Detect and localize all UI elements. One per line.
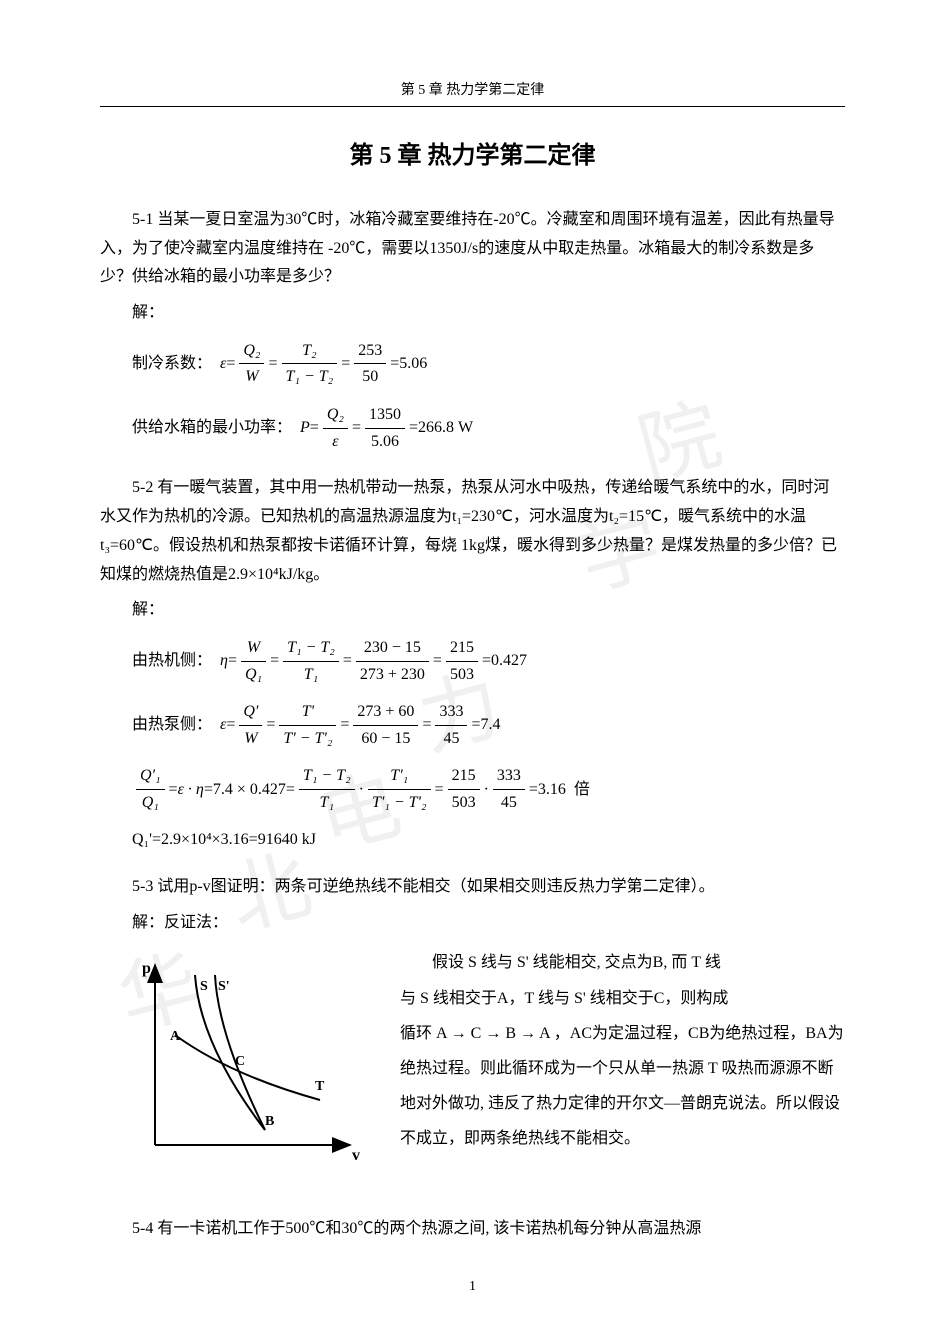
solution-label-5-1: 解： [100, 300, 845, 326]
equals: = [409, 415, 418, 441]
lhs: P [300, 415, 310, 441]
pv-diagram: p v S S' A C B T [100, 945, 380, 1185]
p-axis-label: p [142, 960, 151, 977]
sprime-curve [215, 975, 265, 1130]
formula-5-2-ratio: Q'₁ Q₁ = ε · η = 7.4 × 0.427 = T₁ − T₂ T… [132, 763, 845, 815]
equals: = [390, 351, 399, 377]
problem-5-1-text: 5-1 当某一夏日室温为30℃时，冰箱冷藏室要维持在-20℃。冷藏室和周围环境有… [100, 206, 845, 292]
label-b: B [265, 1114, 274, 1129]
formula-5-1-min-power: 供给水箱的最小功率： P = Q₂ ε = 1350 5.06 = 266.8 … [132, 402, 845, 454]
problem-5-2: 5-2 有一暖气装置，其中用一热机带动一热泵，热泵从河水中吸热，传递给暖气系统中… [100, 474, 845, 853]
result: 266.8 [418, 415, 454, 441]
q1p-result: Q₁'=2.9×10⁴×3.16=91640 kJ [132, 827, 316, 853]
page-header: 第 5 章 热力学第二定律 [100, 80, 845, 107]
equals: = [433, 648, 442, 674]
equals: = [310, 415, 319, 441]
unit: W [458, 415, 473, 441]
equals: = [286, 777, 295, 803]
solution-label-5-3: 解：反证法： [100, 910, 845, 936]
equals: = [482, 648, 491, 674]
frac-t1-t2: T₁ − T₂ T₁ [283, 635, 339, 687]
equals: = [226, 351, 235, 377]
equals: = [226, 712, 235, 738]
equals: = [341, 351, 350, 377]
solution-label-5-2: 解： [100, 597, 845, 623]
equals: = [343, 648, 352, 674]
result: 3.16 [538, 777, 566, 803]
equals: = [270, 648, 279, 674]
proof-text: 假设 S 线与 S' 线能相交, 交点为B, 而 T 线 与 S 线相交于A，T… [380, 945, 845, 1156]
frac-tp: T' T' − T'₂ [279, 699, 336, 751]
frac-q2-eps: Q₂ ε [323, 402, 348, 454]
proof-line-3: 循环 A → C → B → A ，AC为定温过程，CB为绝热过程，BA为绝热过… [400, 1016, 845, 1157]
result: 7.4 [481, 712, 501, 738]
diagram-section: p v S S' A C B T 假设 S 线与 S' 线能相交, 交点为B, … [100, 945, 845, 1185]
problem-5-2-text: 5-2 有一暖气装置，其中用一热机带动一热泵，热泵从河水中吸热，传递给暖气系统中… [100, 474, 845, 589]
frac-tp1: T'₁ T'₁ − T'₂ [368, 763, 431, 815]
equals: = [352, 415, 361, 441]
equals: = [228, 648, 237, 674]
label-s: S [200, 979, 208, 994]
pv-diagram-svg: p v S S' A C B T [100, 945, 380, 1185]
equals: = [268, 351, 277, 377]
formula-5-2-engine: 由热机侧： η = W Q₁ = T₁ − T₂ T₁ = 230 − 15 2… [132, 635, 845, 687]
label-a: A [170, 1029, 181, 1044]
numeric: 7.4 × 0.427 [213, 777, 286, 803]
problem-5-3: 5-3 试用p-v图证明：两条可逆绝热线不能相交（如果相交则违反热力学第二定律）… [100, 873, 845, 1185]
formula-5-1-cooling-coef: 制冷系数： ε = Q₂ W = T₂ T₁ − T₂ = 253 50 = 5… [132, 338, 845, 390]
v-axis-label: v [352, 1147, 360, 1164]
formula-label: 由热泵侧： [132, 712, 212, 738]
unit: 倍 [574, 777, 590, 803]
label-t: T [315, 1079, 325, 1094]
formula-label: 制冷系数： [132, 351, 212, 377]
chapter-title: 第 5 章 热力学第二定律 [100, 137, 845, 175]
frac-253-50: 253 50 [354, 338, 386, 390]
equals: = [529, 777, 538, 803]
formula-label: 由热机侧： [132, 648, 212, 674]
equals: = [340, 712, 349, 738]
label-sprime: S' [218, 979, 230, 994]
formula-5-2-pump: 由热泵侧： ε = Q' W = T' T' − T'₂ = 273 + 60 … [132, 699, 845, 751]
equals: = [169, 777, 178, 803]
frac-333-45: 333 45 [435, 699, 467, 751]
frac-215-503: 215 503 [446, 635, 478, 687]
frac-q1p-q1: Q'₁ Q₁ [136, 763, 165, 815]
eps-eta: ε · η [178, 777, 204, 803]
equals: = [422, 712, 431, 738]
frac-215: 215 503 [448, 763, 480, 815]
equals: = [435, 777, 444, 803]
frac-qp-w: Q' W [239, 699, 262, 751]
result: 0.427 [491, 648, 527, 674]
problem-5-1: 5-1 当某一夏日室温为30℃时，冰箱冷藏室要维持在-20℃。冷藏室和周围环境有… [100, 206, 845, 454]
frac-273-60: 273 + 60 60 − 15 [353, 699, 418, 751]
lhs: η [220, 648, 228, 674]
frac-t1t2-t1: T₁ − T₂ T₁ [299, 763, 355, 815]
dot: · [359, 777, 364, 803]
result: 5.06 [399, 351, 427, 377]
equals: = [471, 712, 480, 738]
problem-5-3-text: 5-3 试用p-v图证明：两条可逆绝热线不能相交（如果相交则违反热力学第二定律）… [100, 873, 845, 902]
proof-line-1: 假设 S 线与 S' 线能相交, 交点为B, 而 T 线 [400, 945, 845, 980]
equals: = [266, 712, 275, 738]
frac-q2-w: Q₂ W [239, 338, 264, 390]
label-c: C [235, 1054, 245, 1069]
problem-5-4: 5-4 有一卡诺机工作于500℃和30℃的两个热源之间, 该卡诺热机每分钟从高温… [100, 1215, 845, 1244]
proof-line-2: 与 S 线相交于A，T 线与 S' 线相交于C，则构成 [400, 981, 845, 1016]
frac-230-15: 230 − 15 273 + 230 [356, 635, 429, 687]
formula-5-2-q1p-calc: Q₁'=2.9×10⁴×3.16=91640 kJ [132, 827, 845, 853]
frac-t2: T₂ T₁ − T₂ [282, 338, 338, 390]
equals: = [204, 777, 213, 803]
formula-label: 供给水箱的最小功率： [132, 415, 292, 441]
frac-333: 333 45 [493, 763, 525, 815]
frac-w-q1: W Q₁ [241, 635, 266, 687]
frac-1350: 1350 5.06 [365, 402, 405, 454]
dot: · [484, 777, 489, 803]
page-number: 1 [469, 1276, 476, 1298]
problem-5-4-text: 5-4 有一卡诺机工作于500℃和30℃的两个热源之间, 该卡诺热机每分钟从高温… [100, 1215, 845, 1244]
